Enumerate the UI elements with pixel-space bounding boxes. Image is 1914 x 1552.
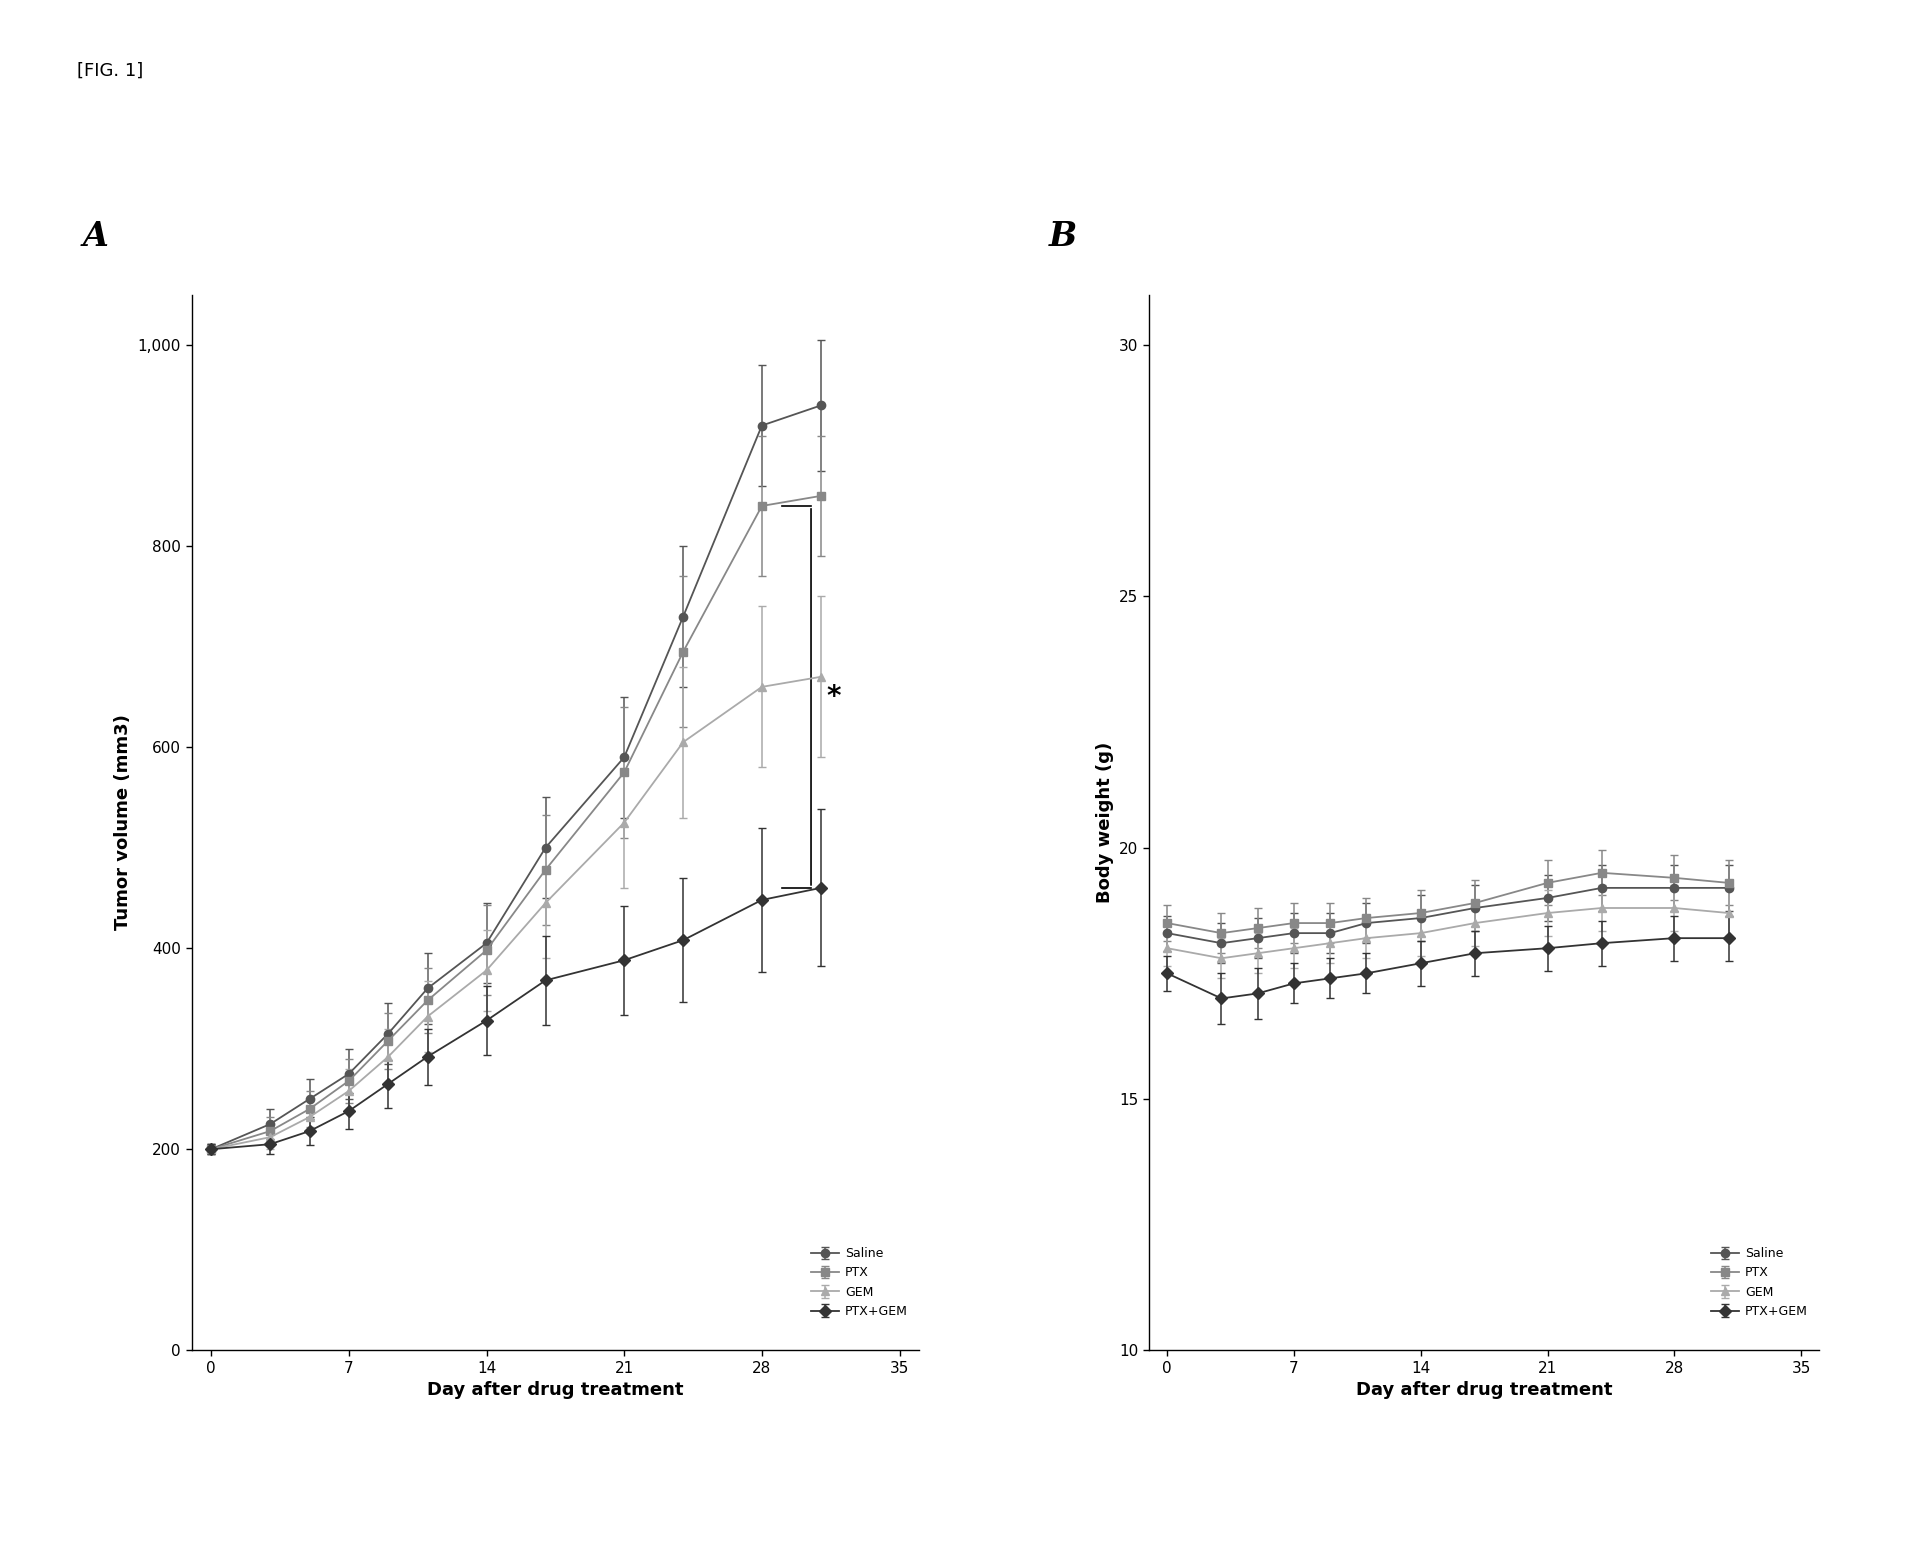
- X-axis label: Day after drug treatment: Day after drug treatment: [1355, 1381, 1612, 1400]
- Y-axis label: Body weight (g): Body weight (g): [1095, 742, 1114, 903]
- Text: *: *: [827, 683, 840, 711]
- Text: A: A: [82, 220, 109, 253]
- X-axis label: Day after drug treatment: Day after drug treatment: [427, 1381, 683, 1400]
- Legend: Saline, PTX, GEM, PTX+GEM: Saline, PTX, GEM, PTX+GEM: [1705, 1242, 1813, 1322]
- Y-axis label: Tumor volume (mm3): Tumor volume (mm3): [115, 714, 132, 931]
- Text: [FIG. 1]: [FIG. 1]: [77, 62, 144, 81]
- Text: B: B: [1049, 220, 1076, 253]
- Legend: Saline, PTX, GEM, PTX+GEM: Saline, PTX, GEM, PTX+GEM: [806, 1242, 913, 1322]
